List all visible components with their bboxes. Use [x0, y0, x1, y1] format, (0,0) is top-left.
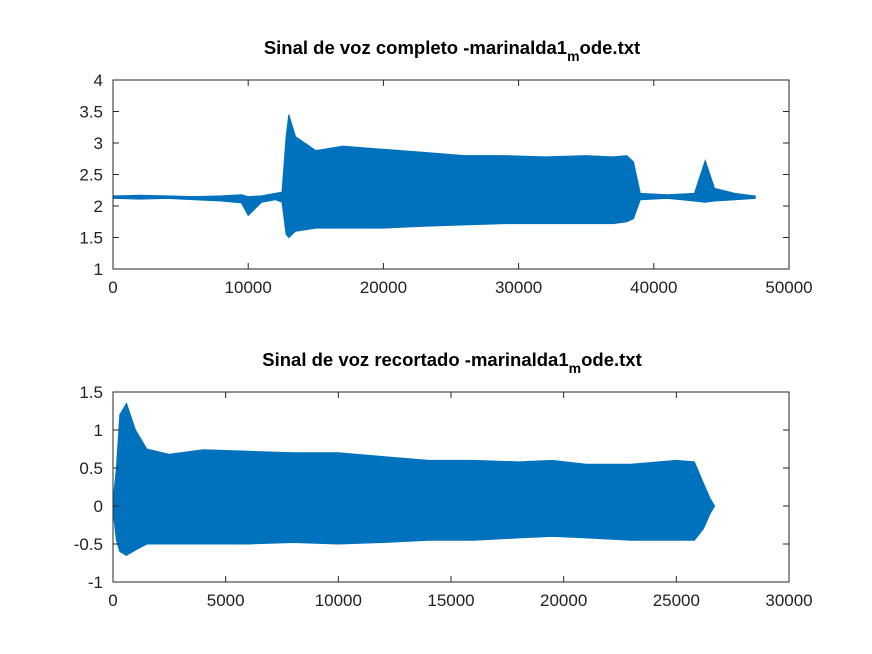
x-tick-label: 15000	[427, 591, 474, 610]
plot-area	[112, 402, 716, 556]
axis-ticks: 0 10000 20000 30000 40000 50000 1 1.5 2 2.5 3 3.5 4	[79, 71, 812, 297]
x-tick-label: 5000	[207, 591, 245, 610]
subplot-trimmed-signal: Sinal de voz recortado -marinalda1mode.t…	[74, 349, 813, 610]
y-tick-label: 3.5	[79, 103, 103, 122]
subplot-title: Sinal de voz completo -marinalda1mode.tx…	[264, 37, 640, 64]
y-tick-label: 1	[94, 421, 103, 440]
x-tick-label: 0	[108, 591, 117, 610]
y-tick-label: 0	[94, 497, 103, 516]
subplot-title: Sinal de voz recortado -marinalda1mode.t…	[262, 349, 641, 376]
signal-series	[112, 402, 716, 556]
x-tick-label: 30000	[495, 278, 542, 297]
x-tick-label: 40000	[630, 278, 677, 297]
x-tick-label: 25000	[653, 591, 700, 610]
y-tick-label: -1	[88, 573, 103, 592]
x-tick-label: 50000	[765, 278, 812, 297]
y-tick-label: 2	[94, 197, 103, 216]
plot-area	[112, 114, 756, 239]
y-tick-label: 0.5	[79, 459, 103, 478]
axis-ticks: 0 5000 10000 15000 20000 25000 30000 -1 -0.5 0 0.5…	[74, 383, 813, 610]
y-tick-label: 2.5	[79, 166, 103, 185]
x-tick-label: 20000	[540, 591, 587, 610]
x-tick-label: 30000	[765, 591, 812, 610]
y-tick-label: 3	[94, 134, 103, 153]
y-tick-label: 1.5	[79, 383, 103, 402]
x-tick-label: 0	[108, 278, 117, 297]
x-tick-label: 20000	[360, 278, 407, 297]
subplot-complete-signal: Sinal de voz completo -marinalda1mode.tx…	[79, 37, 812, 297]
y-tick-label: 1	[94, 260, 103, 279]
signal-series	[112, 114, 756, 239]
x-tick-label: 10000	[225, 278, 272, 297]
y-tick-label: -0.5	[74, 535, 103, 554]
y-tick-label: 4	[94, 71, 103, 90]
y-tick-label: 1.5	[79, 229, 103, 248]
x-tick-label: 10000	[315, 591, 362, 610]
